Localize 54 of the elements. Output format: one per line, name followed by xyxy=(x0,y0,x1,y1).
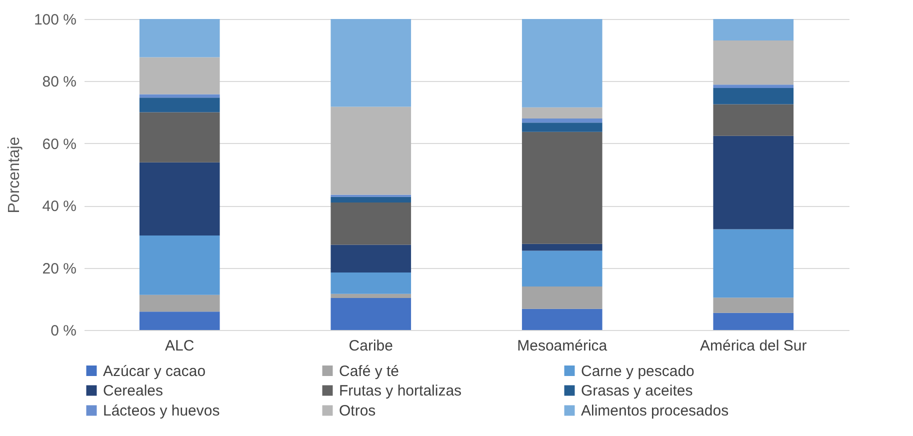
bar xyxy=(330,272,412,294)
legend-label: Azúcar y cacao xyxy=(103,362,206,380)
bar xyxy=(713,229,794,298)
legend-label: Frutas y hortalizas xyxy=(339,382,462,400)
y-axis-title: Porcentaje xyxy=(6,136,23,214)
bar xyxy=(139,57,220,94)
bar xyxy=(522,132,602,244)
bar xyxy=(330,106,412,195)
bar xyxy=(522,107,602,119)
bar xyxy=(713,136,794,230)
bar xyxy=(522,19,602,108)
x-tick-label: América del Sur xyxy=(700,338,807,354)
legend-label: Otros xyxy=(339,402,376,420)
bar xyxy=(713,298,794,313)
bar xyxy=(139,19,220,58)
y-tick-label: 60 % xyxy=(42,136,76,153)
bar xyxy=(139,235,220,295)
bar xyxy=(330,298,412,330)
y-tick-label: 80 % xyxy=(42,74,76,91)
bar xyxy=(713,19,794,40)
legend-label: Carne y pescado xyxy=(581,362,694,380)
bar xyxy=(713,104,794,136)
bar xyxy=(330,244,412,272)
bar xyxy=(522,250,602,286)
bar xyxy=(713,40,794,85)
y-tick-label: 40 % xyxy=(42,198,76,216)
bar xyxy=(330,202,412,245)
bar xyxy=(139,112,220,162)
bar xyxy=(522,308,602,330)
bar xyxy=(139,312,220,330)
bar xyxy=(713,84,794,88)
bar xyxy=(330,196,412,202)
legend-label: Grasas y aceites xyxy=(581,382,693,400)
bar xyxy=(522,118,602,123)
y-tick-label: 100 % xyxy=(34,12,76,28)
bar xyxy=(139,294,220,312)
bar xyxy=(330,294,412,298)
legend-label: Lácteos y huevos xyxy=(103,402,220,420)
y-tick-label: 20 % xyxy=(42,260,76,278)
x-tick-label: Caribe xyxy=(348,338,393,354)
bar xyxy=(522,122,602,132)
bar xyxy=(522,244,602,251)
bar xyxy=(330,19,412,107)
legend-label: Café y té xyxy=(339,362,400,380)
x-tick-label: ALC xyxy=(165,338,194,354)
x-tick-label: Mesoamérica xyxy=(517,338,608,354)
legend-label: Cereales xyxy=(103,382,164,400)
y-tick-label: 0 % xyxy=(50,322,76,340)
legend-label: Alimentos procesados xyxy=(581,402,729,420)
bar xyxy=(713,312,794,330)
bar xyxy=(522,286,602,309)
bar xyxy=(713,88,794,104)
bar xyxy=(139,98,220,112)
bar xyxy=(139,162,220,236)
